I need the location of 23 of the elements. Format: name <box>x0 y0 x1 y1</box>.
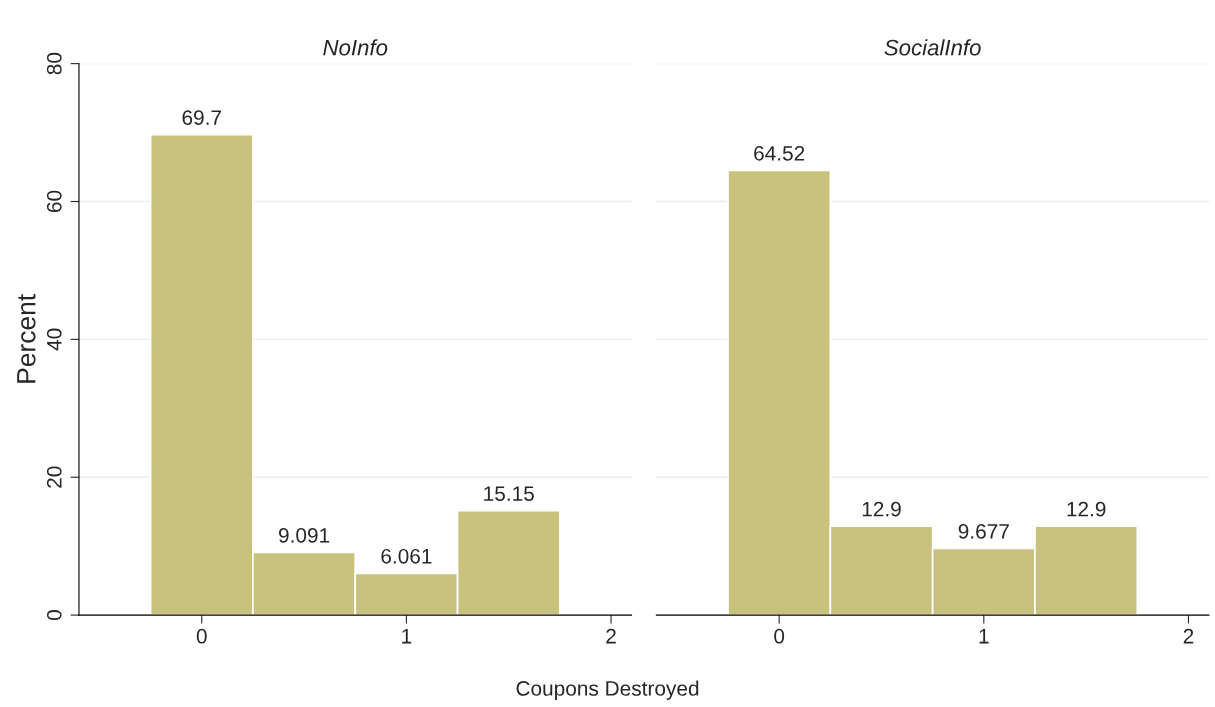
x-tick-label: 1 <box>402 629 412 644</box>
data-label: 9.091 <box>279 528 330 543</box>
x-tick-label: 0 <box>774 628 785 644</box>
x-tick-label: 2 <box>606 628 616 644</box>
y-tick-label: 20 <box>46 466 62 488</box>
chart-title: NoInfo <box>323 39 388 56</box>
data-label: 12.9 <box>1067 501 1106 517</box>
chart-title: SocialInfo <box>884 39 981 56</box>
data-label: 12.9 <box>862 501 901 517</box>
y-tick-label: 40 <box>46 328 62 351</box>
data-label: 69.7 <box>182 110 221 125</box>
x-tick-label: 1 <box>979 629 989 644</box>
data-label: 64.52 <box>754 145 805 161</box>
y-tick-label: 80 <box>46 52 62 75</box>
x-tick-label: 0 <box>196 628 207 644</box>
data-label: 6.061 <box>381 548 432 564</box>
y-axis-title: Percent <box>17 294 36 383</box>
x-tick-label: 2 <box>1183 628 1194 644</box>
y-tick-label: 60 <box>46 190 62 213</box>
data-label: 9.677 <box>958 523 1009 539</box>
x-axis-title: Coupons Destroyed <box>516 680 699 700</box>
data-label: 15.15 <box>484 486 534 501</box>
y-tick-label: 0 <box>46 610 62 621</box>
